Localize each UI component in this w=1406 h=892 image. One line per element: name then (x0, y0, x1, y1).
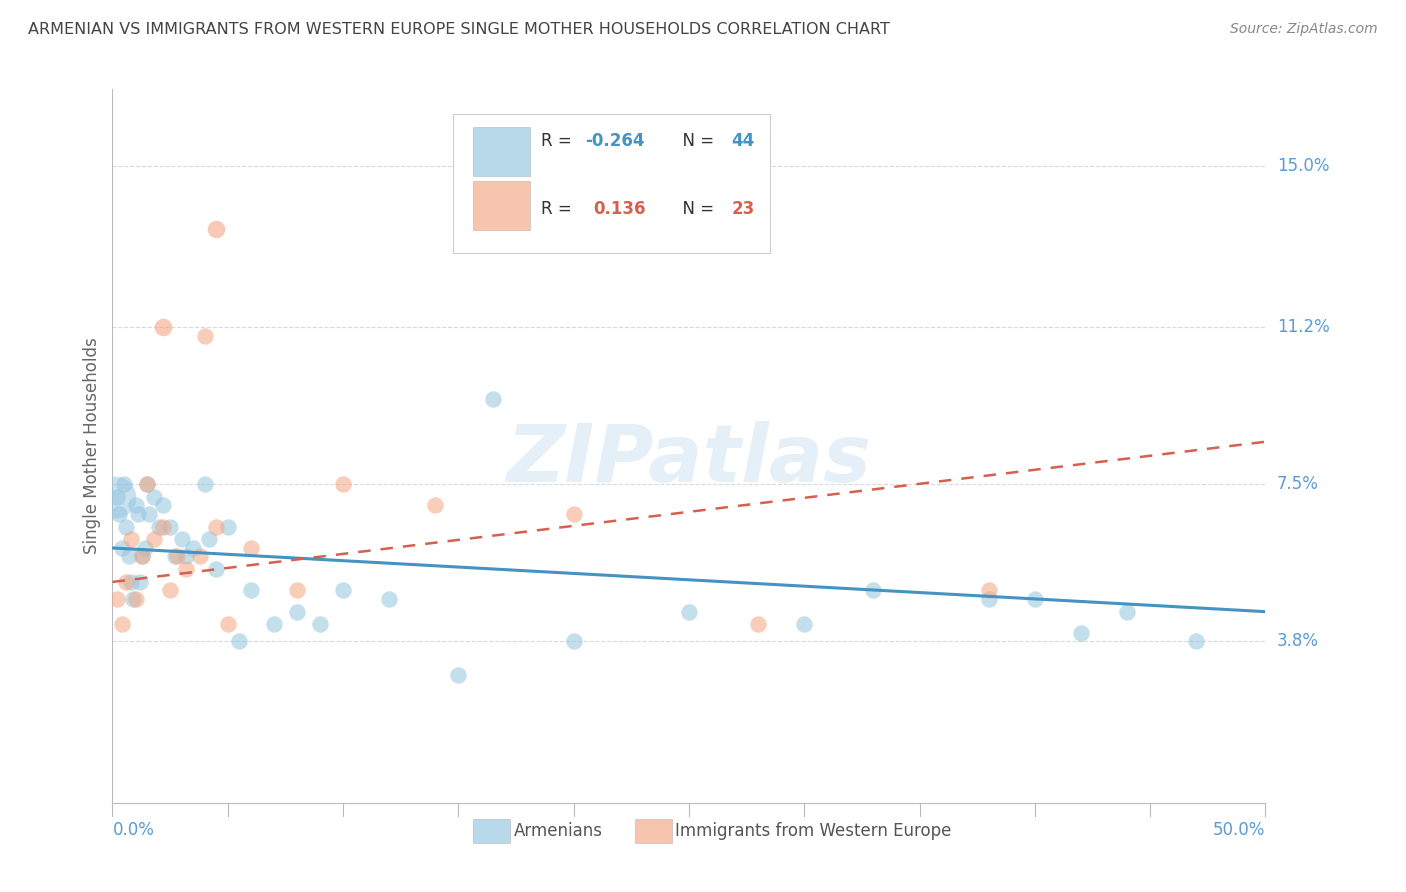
Point (138, 507, 160, 521)
Point (143, 490, 166, 504)
FancyBboxPatch shape (474, 819, 510, 844)
Text: -0.264: -0.264 (585, 132, 645, 150)
Point (332, 583, 354, 598)
Point (198, 533, 221, 547)
Text: 44: 44 (731, 132, 755, 150)
Point (134, 541, 156, 555)
Point (122, 591, 145, 606)
Point (228, 634, 250, 648)
Text: ZIPatlas: ZIPatlas (506, 421, 872, 500)
Point (159, 519, 181, 533)
Text: Armenians: Armenians (513, 822, 603, 840)
FancyBboxPatch shape (634, 819, 672, 844)
Point (239, 583, 262, 598)
FancyBboxPatch shape (453, 114, 769, 253)
Point (148, 519, 170, 533)
Point (194, 328, 217, 343)
Text: 3.8%: 3.8% (1277, 632, 1319, 650)
Point (159, 583, 181, 598)
Point (562, 634, 585, 648)
Point (166, 549, 188, 564)
Point (124, 499, 146, 513)
Point (188, 549, 211, 564)
Point (205, 562, 228, 576)
Point (562, 507, 585, 521)
Text: ARMENIAN VS IMMIGRANTS FROM WESTERN EUROPE SINGLE MOTHER HOUSEHOLDS CORRELATION : ARMENIAN VS IMMIGRANTS FROM WESTERN EURO… (28, 22, 890, 37)
Text: R =: R = (541, 200, 582, 218)
Point (194, 477, 217, 491)
Point (1116, 605, 1139, 619)
Point (285, 583, 308, 598)
Point (181, 541, 204, 555)
Point (111, 541, 134, 555)
Text: 11.2%: 11.2% (1277, 318, 1330, 336)
Point (977, 583, 1000, 598)
Point (378, 591, 401, 606)
Text: 0.136: 0.136 (593, 200, 645, 218)
Point (112, 477, 135, 491)
Text: 23: 23 (731, 200, 755, 218)
Point (309, 617, 332, 632)
Text: N =: N = (672, 200, 718, 218)
Point (217, 617, 239, 632)
Point (127, 507, 149, 521)
Point (124, 591, 146, 606)
Point (115, 519, 138, 533)
Point (1070, 626, 1092, 640)
Point (105, 591, 128, 606)
Text: N =: N = (672, 132, 718, 150)
Point (111, 617, 134, 632)
Point (1024, 591, 1046, 606)
Point (174, 562, 197, 576)
Point (239, 541, 262, 555)
Point (217, 519, 239, 533)
Point (120, 533, 142, 547)
Point (143, 533, 166, 547)
Point (105, 490, 128, 504)
Text: Source: ZipAtlas.com: Source: ZipAtlas.com (1230, 22, 1378, 37)
Point (285, 605, 308, 619)
Point (332, 477, 354, 491)
Point (747, 617, 769, 632)
Point (131, 549, 153, 564)
Text: 15.0%: 15.0% (1277, 157, 1330, 175)
Point (678, 605, 700, 619)
Point (425, 499, 447, 513)
Point (152, 519, 174, 533)
Point (263, 617, 285, 632)
Point (131, 549, 153, 564)
Point (120, 574, 142, 589)
Text: 50.0%: 50.0% (1213, 821, 1265, 838)
Point (152, 499, 174, 513)
Point (482, 392, 505, 407)
Point (108, 507, 131, 521)
Point (205, 519, 228, 533)
Point (793, 617, 815, 632)
Point (136, 477, 159, 491)
FancyBboxPatch shape (474, 180, 530, 230)
Point (977, 591, 1000, 606)
Point (129, 574, 152, 589)
Y-axis label: Single Mother Households: Single Mother Households (83, 338, 101, 554)
Point (115, 574, 138, 589)
Point (117, 549, 139, 564)
Point (174, 549, 197, 564)
Text: 0.0%: 0.0% (112, 821, 155, 838)
Text: Immigrants from Western Europe: Immigrants from Western Europe (675, 822, 952, 840)
Point (104, 490, 127, 504)
Text: 7.5%: 7.5% (1277, 475, 1319, 493)
Point (447, 668, 470, 682)
Point (152, 320, 174, 334)
FancyBboxPatch shape (474, 127, 530, 177)
Point (163, 549, 186, 564)
Point (1185, 634, 1208, 648)
Point (862, 583, 884, 598)
Text: R =: R = (541, 132, 578, 150)
Point (136, 477, 159, 491)
Point (170, 533, 193, 547)
Point (205, 222, 228, 236)
